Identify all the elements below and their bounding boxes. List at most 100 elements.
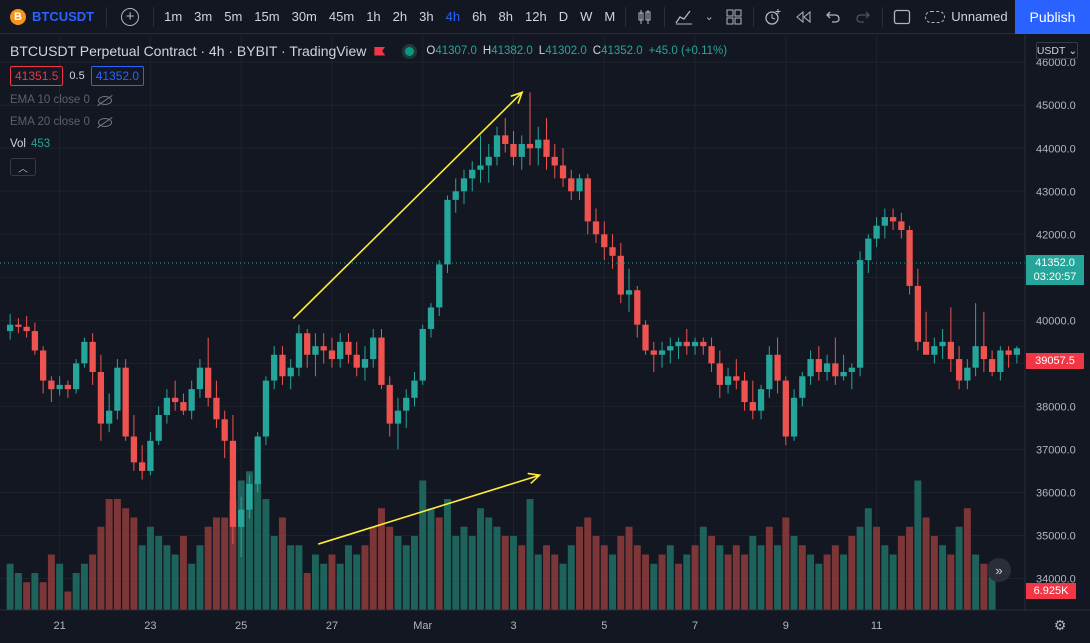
collapse-legend-chevron-up-icon[interactable]: ︿ [10,158,36,176]
interval-3h[interactable]: 3h [419,9,434,24]
layout-name-button[interactable]: Unnamed [917,9,1015,24]
candle [700,337,707,355]
interval-d[interactable]: D [558,9,569,24]
candle [97,354,105,441]
volume-bar [6,563,14,610]
candle-body [213,397,220,420]
replay-icon[interactable] [788,0,818,34]
indicator-ema10[interactable]: EMA 10 close 0 [10,94,112,106]
candle [840,354,847,381]
symbol-search[interactable]: B BTCUSDT [0,0,102,34]
indicators-icon[interactable] [669,0,699,34]
compare-symbol-plus-icon[interactable]: + [121,7,140,26]
symbol-title[interactable]: BTCUSDT Perpetual Contract · 4h · BYBIT … [10,43,367,59]
volume-bar [105,499,113,610]
candle [312,333,319,377]
candle-body [502,135,509,144]
candle [510,131,517,166]
volume-bar [287,545,295,610]
hidden-eye-icon[interactable] [97,95,112,105]
interval-w[interactable]: W [580,9,593,24]
interval-5m[interactable]: 5m [224,9,243,24]
volume-bar [394,536,402,610]
candle [898,212,905,239]
currency-selector[interactable]: USDT ⌄ [1036,42,1078,59]
candle-body [444,199,451,265]
candle [955,346,963,390]
alert-clock-icon[interactable] [758,0,788,34]
candle-body [155,415,162,441]
candle [361,346,369,381]
volume-bar [518,545,526,610]
candle-body [766,354,773,390]
interval-m[interactable]: M [604,9,616,24]
chevron-down-icon[interactable]: ⌄ [704,11,714,23]
volume-bar [840,554,848,610]
candle [15,318,22,334]
candle-body [196,367,204,390]
arrow-head [510,91,524,104]
candle [832,337,839,385]
volume-bar [72,573,80,610]
candle [378,328,385,390]
volume-bar [435,517,443,610]
interval-2h[interactable]: 2h [392,9,408,24]
candle-body [361,359,369,368]
candle-body [964,367,971,381]
candles-type-icon[interactable] [630,0,660,34]
interval-8h[interactable]: 8h [498,9,513,24]
indicator-volume[interactable]: Vol 453 [10,138,51,150]
time-tick-label: 27 [326,620,338,632]
layouts-grid-icon[interactable] [719,0,749,34]
flag-icon[interactable] [374,46,386,56]
candle-body [518,143,525,157]
volume-bar [551,554,559,610]
indicator-ema20[interactable]: EMA 20 close 0 [10,116,112,128]
volume-bar [353,554,361,610]
volume-bar [493,526,501,610]
arrow-head [527,472,542,485]
interval-12h[interactable]: 12h [525,9,547,24]
candle-body [906,230,913,286]
candle [799,371,806,407]
interval-6h[interactable]: 6h [472,9,487,24]
publish-button[interactable]: Publish [1015,0,1090,34]
volume-bar [320,563,328,610]
candle-body [188,389,195,411]
volume-bar [823,554,831,610]
undo-icon[interactable] [818,0,848,34]
interval-15m[interactable]: 15m [254,9,280,24]
interval-3m[interactable]: 3m [194,9,213,24]
candle [683,328,690,355]
time-tick-label: 9 [783,620,789,632]
interval-30m[interactable]: 30m [291,9,317,24]
candle [790,389,798,441]
buy-button[interactable]: 41352.0 [90,66,145,86]
interval-1m[interactable]: 1m [164,9,183,24]
gear-icon[interactable]: ⚙ [1053,616,1067,633]
fullscreen-square-icon[interactable] [887,0,917,34]
volume-bar [311,554,319,610]
candle [370,328,377,368]
candle-body [1005,350,1012,355]
volume-bar [864,508,872,610]
candle-body [122,367,129,437]
scroll-to-realtime-button[interactable]: » [987,558,1011,582]
hidden-eye-icon[interactable] [97,117,112,127]
interval-4h[interactable]: 4h [445,9,461,24]
candle [601,221,608,261]
candle-body [733,376,740,381]
interval-1h[interactable]: 1h [366,9,381,24]
redo-icon[interactable] [848,0,878,34]
candle-body [700,341,707,347]
candle-body [394,410,402,424]
time-tick-label: 21 [54,620,66,632]
volume-bar [642,554,649,610]
interval-45m[interactable]: 45m [328,9,355,24]
candle-body [873,225,880,239]
volume-bar [278,517,286,610]
candle [543,118,550,170]
sell-button[interactable]: 41351.5 [10,66,64,86]
candle-body [370,337,377,360]
